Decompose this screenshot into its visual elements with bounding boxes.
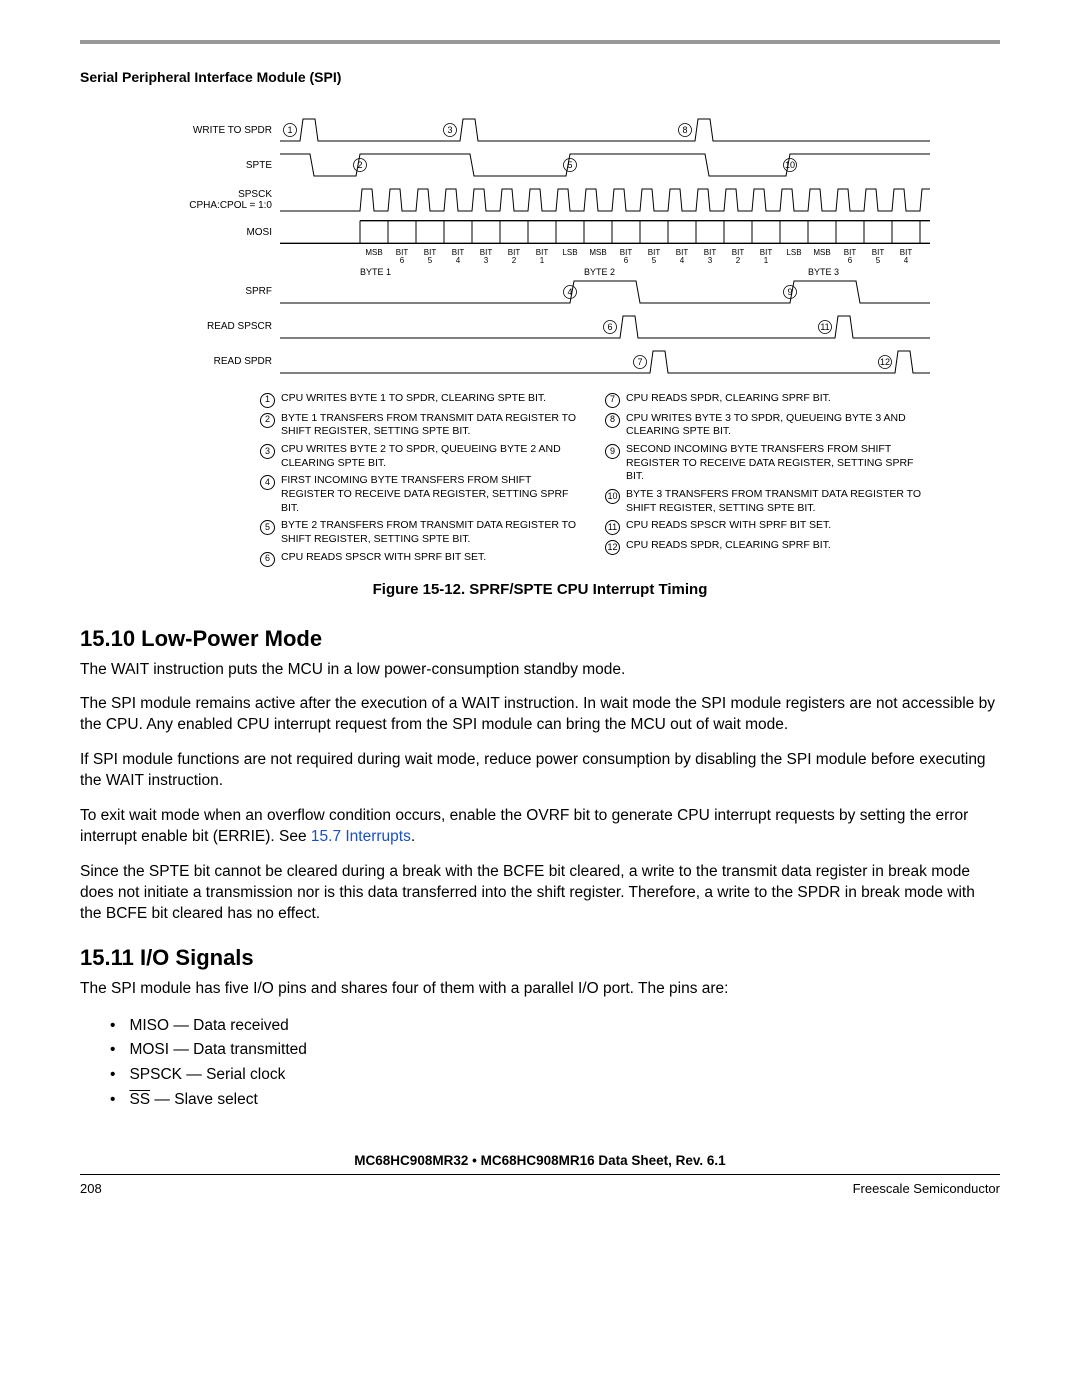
legend-right-col: 7CPU READS SPDR, CLEARING SPRF BIT. 8CPU … xyxy=(605,392,930,571)
svg-text:12: 12 xyxy=(880,357,890,367)
svg-text:3: 3 xyxy=(447,125,452,135)
p-1510-1: The WAIT instruction puts the MCU in a l… xyxy=(80,660,1000,681)
label-spte: SPTE xyxy=(150,160,280,171)
svg-text:11: 11 xyxy=(820,322,829,332)
label-mosi: MOSI xyxy=(150,227,280,238)
svg-text:10: 10 xyxy=(785,160,795,170)
wave-read-spscr: 6 11 xyxy=(280,310,930,344)
row-spte: SPTE 2 5 10 xyxy=(150,150,930,180)
wave-spte: 2 5 10 xyxy=(280,148,930,182)
footer-row: 208 Freescale Semiconductor xyxy=(80,1181,1000,1196)
legend-item: 2BYTE 1 TRANSFERS FROM TRANSMIT DATA REG… xyxy=(260,412,585,439)
p-1510-4: To exit wait mode when an overflow condi… xyxy=(80,806,1000,848)
legend-item: 4FIRST INCOMING BYTE TRANSFERS FROM SHIF… xyxy=(260,474,585,515)
p-1510-2: The SPI module remains active after the … xyxy=(80,694,1000,736)
wave-write-spdr: 1 3 8 xyxy=(280,113,930,147)
svg-text:9: 9 xyxy=(787,287,792,297)
svg-text:5: 5 xyxy=(567,160,572,170)
legend-item: 12CPU READS SPDR, CLEARING SPRF BIT. xyxy=(605,539,930,555)
label-read-spdr: READ SPDR xyxy=(150,356,280,367)
legend-item: 1CPU WRITES BYTE 1 TO SPDR, CLEARING SPT… xyxy=(260,392,585,408)
footer-page: 208 xyxy=(80,1181,102,1196)
link-15-7-interrupts[interactable]: 15.7 Interrupts xyxy=(311,828,411,845)
label-write-spdr: WRITE TO SPDR xyxy=(150,125,280,136)
heading-15-10: 15.10 Low-Power Mode xyxy=(80,626,1000,652)
heading-15-11: 15.11 I/O Signals xyxy=(80,945,1000,971)
wave-read-spdr: 7 12 xyxy=(280,345,930,379)
row-spsck: SPSCK CPHA:CPOL = 1:0 xyxy=(150,185,930,215)
mosi-bit-labels: MSBBIT6BIT5BIT4BIT3BIT2BIT1LSBMSBBIT6BIT… xyxy=(280,249,930,266)
wave-mosi xyxy=(280,215,930,249)
p-1510-4a: To exit wait mode when an overflow condi… xyxy=(80,807,968,845)
svg-text:7: 7 xyxy=(637,357,642,367)
legend-item: 10BYTE 3 TRANSFERS FROM TRANSMIT DATA RE… xyxy=(605,488,930,515)
svg-text:2: 2 xyxy=(357,160,362,170)
label-sprf: SPRF xyxy=(150,286,280,297)
legend-item: 11CPU READS SPSCR WITH SPRF BIT SET. xyxy=(605,519,930,535)
wave-spsck xyxy=(280,183,930,217)
figure-legend: 1CPU WRITES BYTE 1 TO SPDR, CLEARING SPT… xyxy=(260,392,930,571)
row-read-spscr: READ SPSCR 6 11 xyxy=(150,312,930,342)
timing-figure: WRITE TO SPDR 1 3 8 SPTE 2 5 10 SPSCK CPHA:C… xyxy=(150,115,930,571)
legend-item: 5BYTE 2 TRANSFERS FROM TRANSMIT DATA REG… xyxy=(260,519,585,546)
legend-item: 9SECOND INCOMING BYTE TRANSFERS FROM SHI… xyxy=(605,443,930,484)
p-1510-4b: . xyxy=(411,828,415,845)
wave-sprf: 49 xyxy=(280,275,930,309)
legend-item: 8CPU WRITES BYTE 3 TO SPDR, QUEUEING BYT… xyxy=(605,412,930,439)
footer-doc-title: MC68HC908MR32 • MC68HC908MR16 Data Sheet… xyxy=(80,1153,1000,1175)
p-1510-3: If SPI module functions are not required… xyxy=(80,750,1000,792)
row-mosi: MOSI xyxy=(150,220,930,244)
io-pins-list: MISO — Data receivedMOSI — Data transmit… xyxy=(110,1014,1000,1113)
svg-text:4: 4 xyxy=(567,287,572,297)
svg-text:8: 8 xyxy=(682,125,687,135)
row-sprf: SPRF 49 xyxy=(150,277,930,307)
io-pin-item: MISO — Data received xyxy=(110,1014,1000,1039)
legend-item: 7CPU READS SPDR, CLEARING SPRF BIT. xyxy=(605,392,930,408)
row-read-spdr: READ SPDR 7 12 xyxy=(150,347,930,377)
footer-vendor: Freescale Semiconductor xyxy=(853,1181,1000,1196)
label-read-spscr: READ SPSCR xyxy=(150,321,280,332)
page-top-rule xyxy=(80,40,1000,44)
io-pin-item: SPSCK — Serial clock xyxy=(110,1063,1000,1088)
legend-item: 3CPU WRITES BYTE 2 TO SPDR, QUEUEING BYT… xyxy=(260,443,585,470)
svg-text:6: 6 xyxy=(607,322,612,332)
label-spsck: SPSCK CPHA:CPOL = 1:0 xyxy=(150,189,280,211)
p-1510-5: Since the SPTE bit cannot be cleared dur… xyxy=(80,862,1000,925)
io-pin-item: SS — Slave select xyxy=(110,1088,1000,1113)
svg-text:1: 1 xyxy=(287,125,292,135)
running-header: Serial Peripheral Interface Module (SPI) xyxy=(80,69,1000,85)
figure-caption: Figure 15-12. SPRF/SPTE CPU Interrupt Ti… xyxy=(80,581,1000,598)
legend-item: 6CPU READS SPSCR WITH SPRF BIT SET. xyxy=(260,551,585,567)
io-pin-item: MOSI — Data transmitted xyxy=(110,1038,1000,1063)
p-1511-intro: The SPI module has five I/O pins and sha… xyxy=(80,979,1000,1000)
legend-left-col: 1CPU WRITES BYTE 1 TO SPDR, CLEARING SPT… xyxy=(260,392,585,571)
row-write-spdr: WRITE TO SPDR 1 3 8 xyxy=(150,115,930,145)
